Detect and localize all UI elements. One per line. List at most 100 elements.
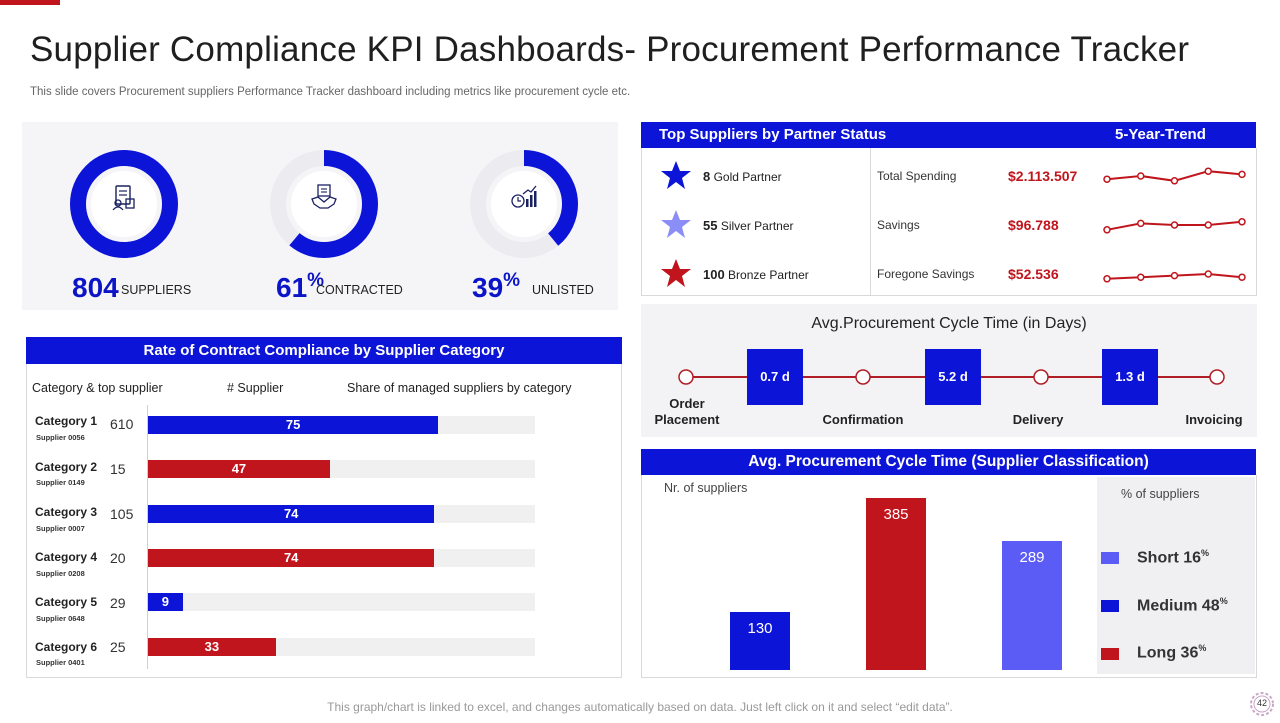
classification-bar-medium[interactable]: 289	[1002, 540, 1062, 670]
sparkline-total-spending[interactable]	[1102, 163, 1247, 189]
top-suppliers-panel	[641, 148, 1257, 296]
duration-confirmation-to-delivery[interactable]: 5.2 d	[925, 349, 981, 405]
trend-point[interactable]	[1137, 219, 1145, 228]
page-subtitle: This slide covers Procurement suppliers …	[30, 86, 631, 98]
col-header-category: Category & top supplier	[32, 381, 163, 395]
kpi-unlisted[interactable]: 39% UNLISTED	[422, 122, 622, 310]
classification-title: Avg. Procurement Cycle Time (Supplier Cl…	[641, 449, 1256, 475]
metric-value-savings: $96.788	[1008, 217, 1059, 233]
metric-label-total-spending: Total Spending	[877, 169, 957, 183]
stage-confirmation: Confirmation	[822, 412, 904, 427]
kpi-label-unlisted: UNLISTED	[532, 283, 594, 297]
stage-invoicing: Invoicing	[1185, 412, 1243, 427]
trend-point[interactable]	[1137, 172, 1145, 180]
kpi-panel: 804 SUPPLIERS 61% CONTRACTED	[22, 122, 618, 310]
legend-swatch-long	[1101, 648, 1119, 660]
classification-legend	[1097, 477, 1255, 674]
trend-point[interactable]	[1103, 226, 1111, 234]
supplier-count: 20	[110, 550, 126, 566]
trend-point[interactable]	[1103, 175, 1111, 183]
trend-point[interactable]	[1204, 221, 1212, 229]
trend-point[interactable]	[1204, 167, 1212, 175]
partner-silver: 55 Silver Partner	[703, 218, 794, 233]
trend-point[interactable]	[1170, 177, 1179, 185]
kpi-value-suppliers: 804	[72, 272, 119, 303]
kpi-ring-suppliers	[70, 150, 178, 258]
kpi-value-contracted: 61%	[276, 270, 325, 303]
metric-value-total-spending: $2.113.507	[1008, 168, 1078, 184]
legend-title: % of suppliers	[1121, 487, 1200, 501]
share-bar-track	[148, 593, 535, 611]
light-blue-star-icon	[661, 210, 691, 238]
category-name: Category 2	[35, 460, 98, 474]
share-bar[interactable]: 75	[148, 416, 439, 434]
share-bar[interactable]: 9	[148, 593, 183, 611]
supplier-count: 25	[110, 639, 126, 655]
trend-point[interactable]	[1238, 170, 1246, 179]
share-bar[interactable]: 47	[148, 460, 330, 478]
kpi-label-suppliers: SUPPLIERS	[121, 283, 192, 297]
classification-panel	[641, 475, 1257, 678]
category-name: Category 5	[35, 595, 98, 609]
classification-bar-short[interactable]: 130	[730, 611, 790, 670]
trend-point[interactable]	[1137, 273, 1145, 281]
metric-label-foregone-savings: Foregone Savings	[877, 267, 975, 281]
category-name: Category 3	[35, 505, 98, 519]
sparkline-foregone-savings[interactable]	[1102, 261, 1247, 287]
classification-bar-long[interactable]: 385	[866, 498, 926, 670]
page-number-badge: 42	[1248, 690, 1276, 718]
top-suppliers-title: Top Suppliers by Partner Status	[659, 126, 887, 143]
clock-chart-icon	[511, 185, 537, 208]
cycle-time-title: Avg.Procurement Cycle Time (in Days)	[811, 315, 1087, 332]
kpi-contracted[interactable]: 61% CONTRACTED	[222, 122, 422, 310]
top-supplier: Supplier 0208	[36, 569, 85, 578]
stage-order-placement: Order Placement	[654, 396, 720, 427]
col-header-supplier: # Supplier	[227, 381, 284, 395]
metric-label-savings: Savings	[877, 218, 920, 232]
metric-value-foregone-savings: $52.536	[1008, 266, 1059, 282]
share-bar[interactable]: 74	[148, 505, 435, 523]
kpi-suppliers[interactable]: 804 SUPPLIERS	[22, 122, 222, 310]
top-supplier: Supplier 0149	[36, 478, 85, 487]
compliance-axis	[147, 405, 148, 669]
legend-swatch-short	[1101, 552, 1119, 564]
duration-order-to-confirmation[interactable]: 0.7 d	[747, 349, 803, 405]
top-supplier: Supplier 0401	[36, 658, 85, 667]
kpi-ring-contracted	[270, 150, 378, 258]
trend-point[interactable]	[1238, 273, 1246, 281]
legend-item-short[interactable]: Short 16%	[1137, 548, 1210, 567]
stage-marker[interactable]	[1033, 369, 1049, 385]
legend-item-medium[interactable]: Medium 48%	[1137, 596, 1228, 615]
legend-item-long[interactable]: Long 36%	[1137, 643, 1207, 662]
trend-point[interactable]	[1204, 270, 1212, 278]
trend-point[interactable]	[1170, 271, 1179, 280]
footer-note: This graph/chart is linked to excel, and…	[327, 700, 953, 714]
page-number: 42	[1256, 698, 1267, 708]
top-supplier: Supplier 0007	[36, 524, 85, 533]
share-bar[interactable]: 74	[148, 549, 435, 567]
trend-title: 5-Year-Trend	[1115, 126, 1206, 143]
stage-marker[interactable]	[855, 369, 871, 385]
stage-marker[interactable]	[1209, 369, 1225, 385]
kpi-value-unlisted: 39%	[472, 270, 521, 303]
stage-delivery: Delivery	[1012, 412, 1064, 427]
compliance-title: Rate of Contract Compliance by Supplier …	[26, 337, 622, 364]
top-supplier: Supplier 0648	[36, 614, 85, 623]
supplier-count: 15	[110, 461, 126, 477]
stage-marker[interactable]	[678, 369, 694, 385]
page-title: Supplier Compliance KPI Dashboards- Proc…	[30, 30, 1190, 69]
partner-bronze: 100 Bronze Partner	[703, 267, 809, 282]
share-bar[interactable]: 33	[148, 638, 276, 656]
partner-gold: 8 Gold Partner	[703, 169, 782, 184]
col-header-share: Share of managed suppliers by category	[347, 381, 572, 395]
kpi-ring-unlisted	[470, 150, 578, 258]
top-suppliers-divider	[870, 148, 871, 296]
trend-point[interactable]	[1238, 218, 1246, 226]
trend-point[interactable]	[1103, 275, 1111, 283]
sparkline-savings[interactable]	[1102, 212, 1247, 238]
trend-point[interactable]	[1170, 221, 1179, 229]
kpi-label-contracted: CONTRACTED	[316, 283, 403, 297]
category-name: Category 4	[35, 550, 98, 564]
top-suppliers-header: Top Suppliers by Partner Status 5-Year-T…	[641, 122, 1256, 148]
duration-delivery-to-invoicing[interactable]: 1.3 d	[1102, 349, 1158, 405]
